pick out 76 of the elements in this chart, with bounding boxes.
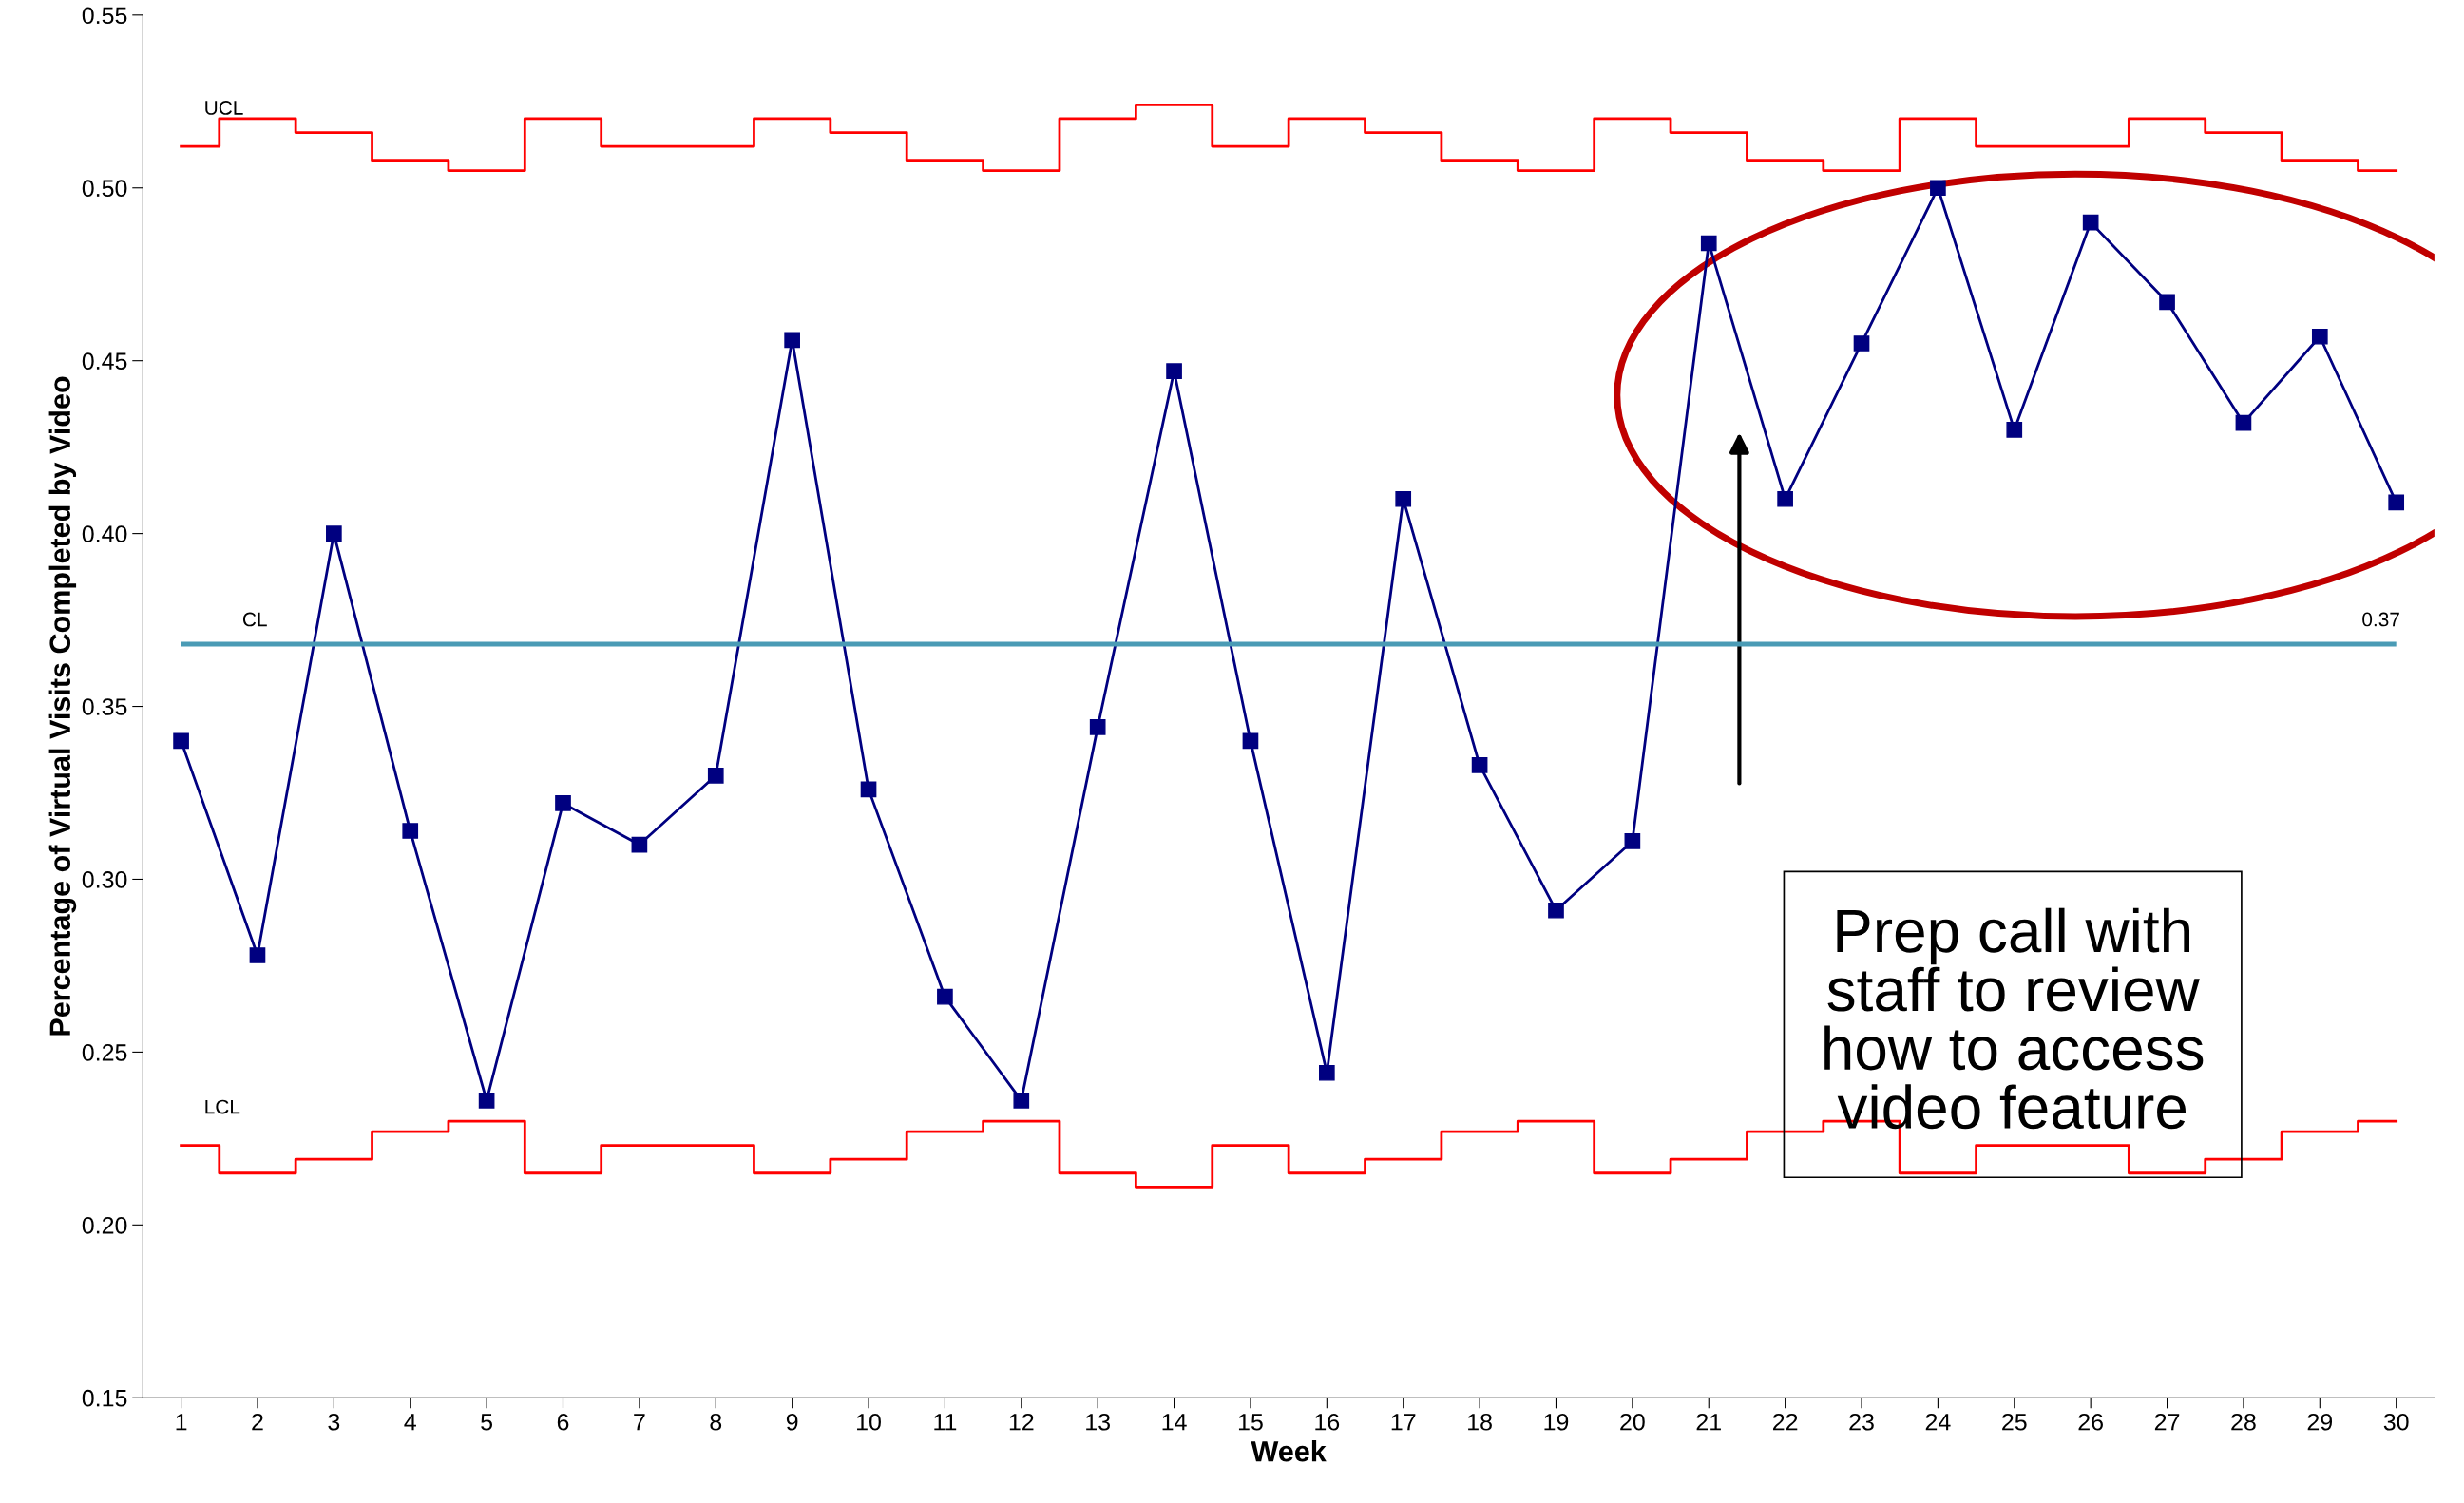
x-tick-label: 1	[176, 1414, 187, 1431]
annotation: 0.37	[2362, 612, 2399, 627]
y-tick-label: 0.25	[82, 1044, 127, 1061]
point	[2235, 414, 2252, 431]
x-tick-label: 8	[710, 1413, 722, 1431]
point	[249, 947, 266, 963]
point	[1089, 719, 1106, 735]
x-axis-title: Week	[1251, 1440, 1327, 1462]
point	[402, 823, 419, 839]
point	[2082, 214, 2099, 231]
point	[1930, 180, 1946, 197]
point	[860, 781, 877, 798]
y-axis-title: Percentage of Virtual Visits Completed by Video	[48, 376, 77, 1036]
x-tick-label: 11	[934, 1414, 957, 1431]
point	[1166, 363, 1182, 379]
x-tick-label: 29	[2307, 1413, 2333, 1431]
x-tick-label: 2	[252, 1413, 263, 1431]
point	[1777, 490, 1793, 507]
point	[631, 836, 648, 853]
point	[2006, 422, 2023, 438]
x-tick-label: 7	[634, 1414, 645, 1431]
x-tick-label: 30	[2383, 1413, 2409, 1431]
x-tick-label: 16	[1315, 1413, 1340, 1431]
x-tick-label: 13	[1086, 1413, 1110, 1431]
x-tick-label: 4	[404, 1414, 416, 1431]
y-tick-label: 0.30	[82, 871, 127, 888]
x-tick-label: 5	[481, 1414, 493, 1431]
y-tick-label: 0.50	[82, 180, 127, 198]
point	[1471, 757, 1488, 773]
point	[2311, 328, 2328, 345]
x-tick-label: 15	[1238, 1414, 1263, 1431]
y-tick-label: 0.35	[82, 698, 127, 715]
x-tick-label: 12	[1009, 1413, 1034, 1431]
x-tick-label: 22	[1772, 1413, 1798, 1431]
x-tick-label: 6	[557, 1413, 569, 1431]
x-tick-label: 21	[1696, 1413, 1721, 1431]
point	[2159, 294, 2175, 311]
point	[784, 332, 800, 349]
x-tick-label: 9	[786, 1413, 798, 1431]
x-tick-label: 19	[1544, 1413, 1569, 1431]
point	[478, 1093, 495, 1109]
point	[1395, 490, 1412, 507]
y-tick-label: 0.20	[82, 1216, 127, 1234]
y-tick-label: 0.55	[82, 7, 127, 25]
x-tick-label: 3	[328, 1413, 340, 1431]
point	[555, 795, 571, 811]
x-tick-label: 18	[1468, 1413, 1492, 1431]
y-tick-label: 0.15	[82, 1389, 127, 1407]
point	[1318, 1064, 1335, 1081]
x-tick-label: 24	[1925, 1413, 1951, 1431]
point	[1853, 335, 1870, 352]
x-tick-label: 20	[1620, 1413, 1645, 1431]
point	[1624, 833, 1641, 849]
series-label: LCL	[205, 1099, 240, 1114]
y-tick-label: 0.40	[82, 525, 127, 542]
y-tick-label: 0.45	[82, 352, 127, 370]
x-tick-label: 26	[2078, 1413, 2103, 1431]
x-tick-label: 17	[1391, 1414, 1416, 1431]
point	[1700, 235, 1717, 252]
x-tick-label: 14	[1162, 1414, 1187, 1431]
point	[1242, 732, 1259, 750]
point	[707, 767, 724, 784]
point	[326, 525, 342, 542]
point	[2388, 494, 2405, 511]
point	[937, 988, 953, 1005]
point	[1013, 1093, 1030, 1109]
x-tick-label: 27	[2154, 1413, 2180, 1431]
point	[1548, 902, 1564, 919]
ref-line-label: CL	[242, 612, 267, 627]
series-label: UCL	[205, 101, 243, 115]
x-tick-label: 23	[1849, 1413, 1874, 1431]
x-tick-label: 25	[2002, 1413, 2027, 1431]
x-tick-label: 28	[2231, 1413, 2256, 1431]
point	[173, 732, 189, 750]
x-tick-label: 10	[857, 1413, 881, 1431]
annotation: Prep call with staff to review how to access video feature	[1824, 907, 2204, 1130]
